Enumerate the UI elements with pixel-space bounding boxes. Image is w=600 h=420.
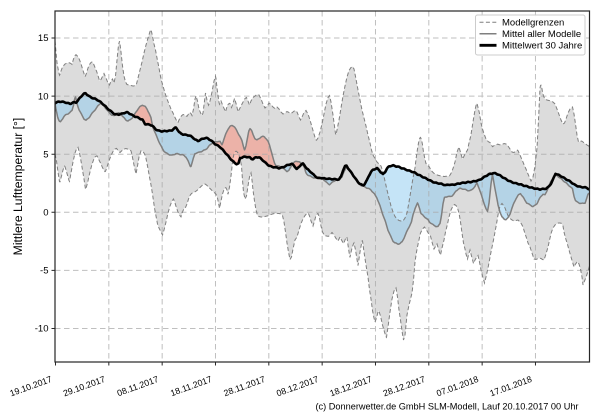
svg-text:Mittlere Lufttemperatur [°]: Mittlere Lufttemperatur [°] [11, 118, 25, 256]
svg-text:(c) Donnerwetter.de GmbH SLM-M: (c) Donnerwetter.de GmbH SLM-Modell, Lau… [316, 402, 579, 412]
svg-text:Mittel aller Modelle: Mittel aller Modelle [502, 29, 581, 40]
svg-text:-5: -5 [40, 266, 48, 277]
svg-text:-10: -10 [35, 324, 49, 335]
svg-text:0: 0 [43, 208, 48, 219]
svg-text:10: 10 [38, 91, 49, 102]
svg-text:Modellgrenzen: Modellgrenzen [502, 18, 564, 29]
svg-text:Mittelwert 30 Jahre: Mittelwert 30 Jahre [502, 41, 582, 52]
svg-text:15: 15 [38, 33, 49, 44]
svg-text:5: 5 [43, 149, 48, 160]
